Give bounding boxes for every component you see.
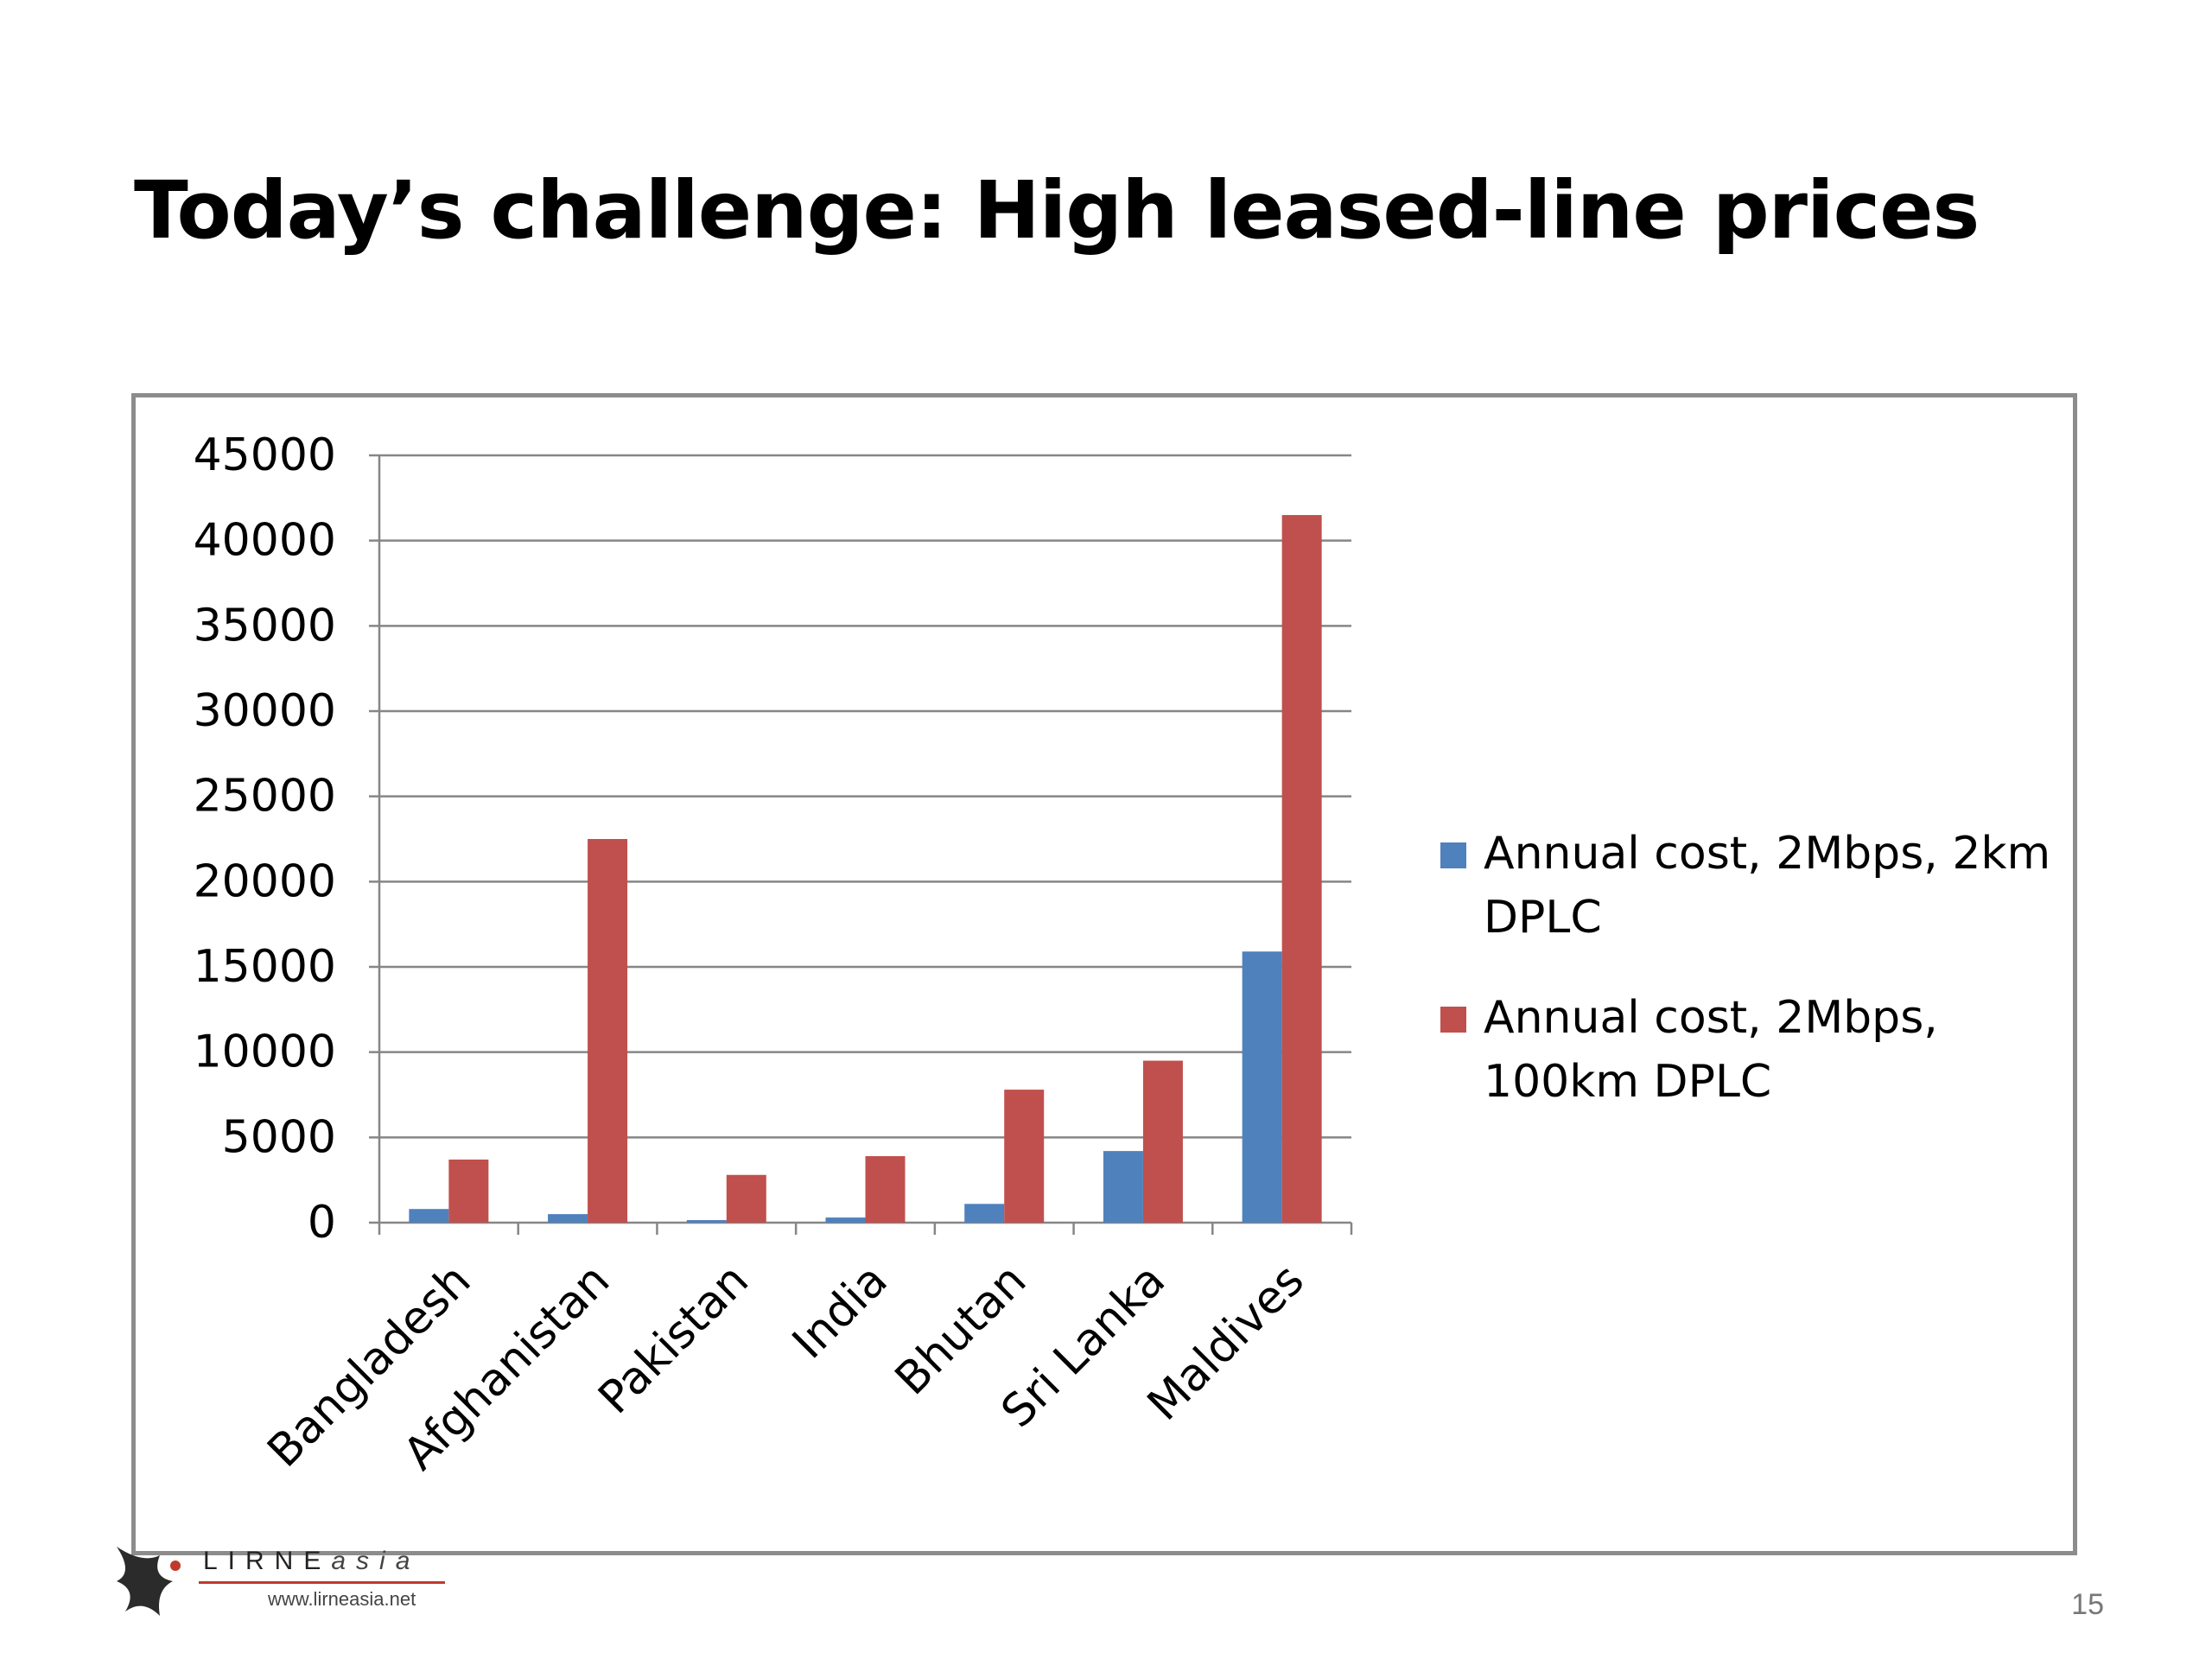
logo-name-sub: asia (331, 1547, 421, 1575)
y-tick-label: 25000 (194, 771, 336, 823)
bar-blue (964, 1204, 1005, 1223)
y-tick-label: 35000 (194, 600, 336, 652)
legend-label: Annual cost, 2Mbps, 2km (1484, 828, 2050, 880)
legend-label: 100km DPLC (1484, 1056, 1771, 1108)
bar-chart: 0 5000 10000 15000 20000 25000 30000 35000 40000… (194, 429, 2051, 1480)
y-tick-label: 40000 (194, 515, 336, 567)
bar-blue (548, 1214, 588, 1223)
slide-title: Today’s challenge: High leased-line pric… (134, 164, 1980, 257)
y-tick-label: 15000 (194, 941, 336, 993)
bar-blue (1103, 1151, 1143, 1223)
bar-red (1004, 1090, 1045, 1223)
page-number: 15 (2071, 1588, 2104, 1621)
y-tick-label: 10000 (194, 1027, 336, 1078)
bar-blue (1242, 951, 1282, 1223)
y-tick-label: 0 (308, 1197, 336, 1249)
y-tick-label: 30000 (194, 685, 336, 737)
y-tick-label: 5000 (222, 1111, 336, 1163)
x-category-label: Pakistan (589, 1255, 759, 1424)
chart-frame: 0 5000 10000 15000 20000 25000 30000 35000 40000… (131, 393, 2077, 1555)
logo-name-main: LIRNE (203, 1547, 332, 1575)
bar-red (1142, 1060, 1183, 1223)
bar-red (1281, 515, 1322, 1223)
bar-red (726, 1174, 766, 1223)
bar-blue (686, 1220, 727, 1223)
bar-blue (409, 1209, 449, 1223)
bar-blue (825, 1217, 866, 1223)
logo-url: www.lirneasia.net (268, 1588, 416, 1610)
y-tick-label: 20000 (194, 855, 336, 907)
logo-name: LIRNEasia (203, 1547, 420, 1576)
y-tick-label: 45000 (194, 429, 336, 481)
bar-red (865, 1156, 906, 1223)
logo-underline (199, 1581, 445, 1584)
bar-red (588, 839, 628, 1223)
lirneasia-logo: LIRNEasia www.lirneasia.net (108, 1529, 454, 1624)
legend-swatch-red (1440, 1007, 1466, 1033)
legend-label: Annual cost, 2Mbps, (1484, 992, 1938, 1044)
legend-swatch-blue (1440, 842, 1466, 868)
bird-logo-icon (117, 1547, 181, 1616)
legend-label: DPLC (1484, 892, 1602, 944)
x-category-label: India (783, 1255, 898, 1370)
bar-red (448, 1159, 489, 1223)
